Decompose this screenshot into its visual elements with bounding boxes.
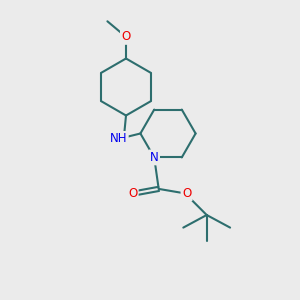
Text: O: O [122, 30, 130, 44]
Text: N: N [150, 151, 159, 164]
Text: O: O [182, 187, 191, 200]
Text: NH: NH [110, 132, 127, 146]
Text: O: O [128, 187, 137, 200]
